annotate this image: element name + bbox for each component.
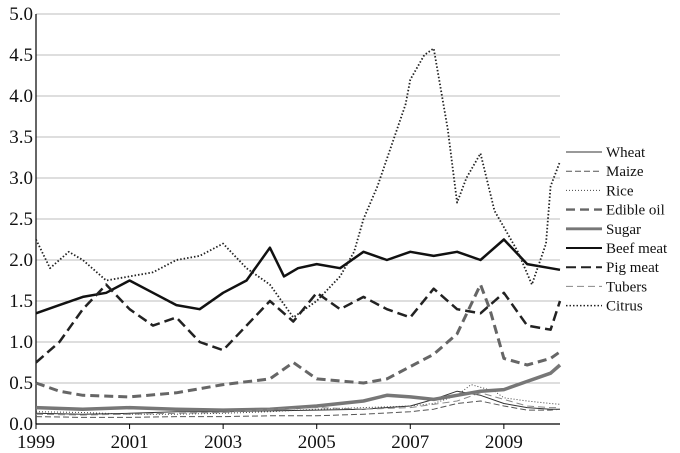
series-lines <box>35 47 562 418</box>
legend-label: Rice <box>606 183 634 199</box>
legend-label: Maize <box>606 164 644 180</box>
y-tick-labels: 0.0 0.5 1.0 1.5 2.0 2.5 3.0 3.5 4.0 4.5 5.0 <box>9 4 33 435</box>
legend-label: Wheat <box>606 145 646 161</box>
axes <box>35 14 560 425</box>
y-tick-label: 1.5 <box>9 291 33 312</box>
x-tick-label: 2009 <box>485 432 523 453</box>
series-line-beef-meat <box>35 238 561 315</box>
series-line-sugar <box>35 363 562 412</box>
legend: Wheat Maize Rice Edible oil Sugar Beef meat Pi… <box>566 145 668 315</box>
series-line-wheat <box>35 390 560 415</box>
grid-lines <box>36 13 560 384</box>
legend-label: Edible oil <box>606 203 665 219</box>
y-tick-label: 1.0 <box>9 332 33 353</box>
y-tick-label: 2.0 <box>9 250 33 271</box>
y-tick-label: 2.5 <box>9 209 33 230</box>
y-tick-label: 3.5 <box>9 127 33 148</box>
x-tick-label: 2003 <box>204 432 242 453</box>
y-tick-label: 5.0 <box>9 4 33 25</box>
legend-label: Tubers <box>606 279 647 295</box>
legend-label: Pig meat <box>606 260 660 276</box>
legend-label: Citrus <box>606 299 643 315</box>
legend-label: Sugar <box>606 222 641 238</box>
y-tick-label: 4.5 <box>9 45 33 66</box>
series-line-pig-meat <box>35 283 562 364</box>
y-tick-label: 3.0 <box>9 168 33 189</box>
y-tick-label: 4.0 <box>9 86 33 107</box>
series-line-maize <box>35 400 561 418</box>
y-tick-label: 0.5 <box>9 373 33 394</box>
x-tick-label: 1999 <box>17 432 55 453</box>
series-line-edible-oil <box>35 283 561 399</box>
series-line-tubers <box>35 392 560 416</box>
legend-label: Beef meat <box>606 241 668 257</box>
x-tick-label: 2001 <box>111 432 149 453</box>
series-line-citrus <box>35 47 561 319</box>
x-tick-label: 2007 <box>391 432 429 453</box>
x-tick-label: 2005 <box>298 432 336 453</box>
y-tick-label: 0.0 <box>9 414 33 435</box>
x-tick-labels: 1999 2001 2003 2005 2007 2009 <box>17 424 523 453</box>
